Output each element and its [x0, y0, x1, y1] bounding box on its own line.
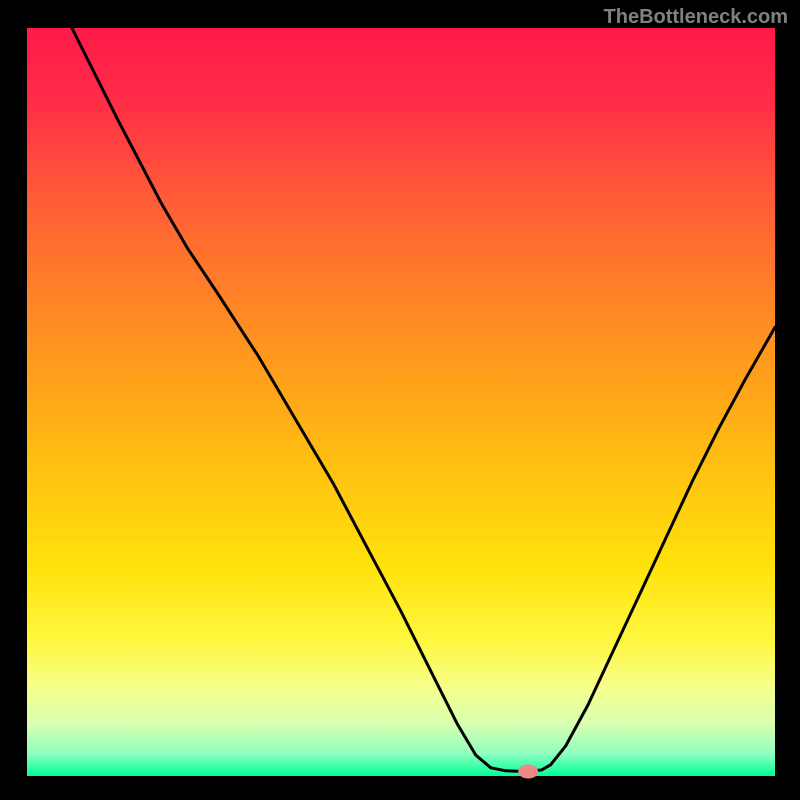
- optimal-point-marker: [518, 765, 538, 779]
- bottleneck-chart: TheBottleneck.com: [0, 0, 800, 800]
- attribution-text: TheBottleneck.com: [604, 6, 788, 29]
- gradient-background: [27, 28, 775, 776]
- chart-svg: [0, 0, 800, 800]
